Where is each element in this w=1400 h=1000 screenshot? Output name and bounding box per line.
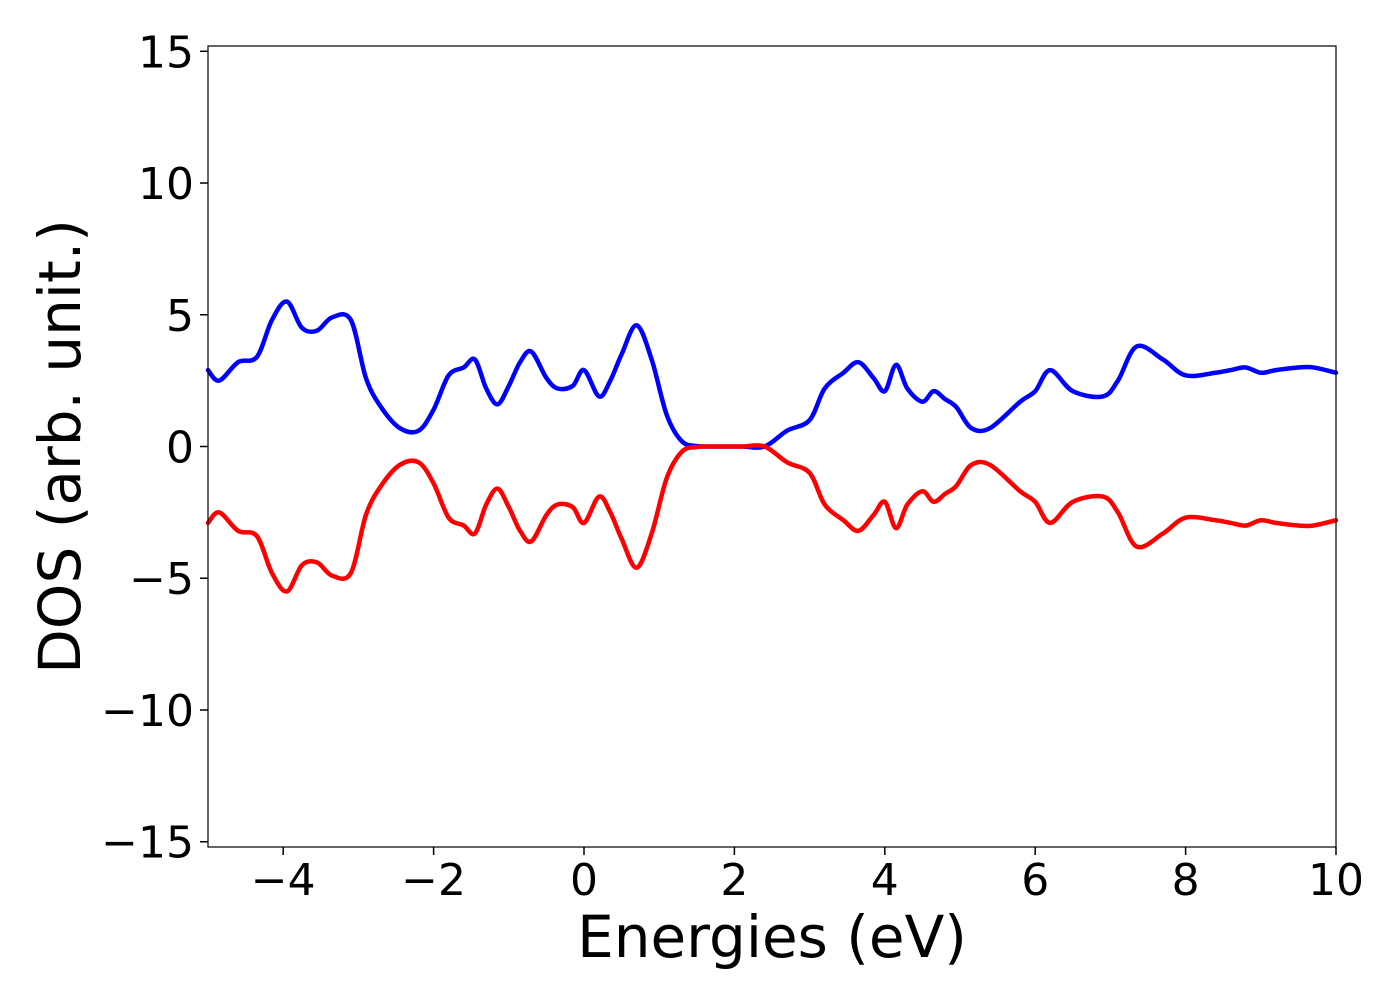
x-axis-label: Energies (eV)	[577, 903, 967, 971]
dos-series-2-line	[205, 443, 1339, 594]
x-tick-label: 4	[871, 855, 899, 906]
y-tick-label: 5	[166, 291, 194, 342]
plot-frame	[207, 45, 1337, 848]
x-axis: −4 −2 0 2 4 6 8 10	[251, 847, 1364, 906]
y-tick-label: 10	[138, 159, 194, 210]
y-tick-label: −5	[129, 554, 194, 605]
y-axis: 15 10 5 0 −5 −10 −15	[101, 27, 208, 869]
series-layer	[205, 299, 1339, 594]
y-tick-label: 0	[166, 423, 194, 474]
y-axis-label: DOS (arb. unit.)	[26, 219, 94, 674]
x-tick-label: −2	[401, 855, 466, 906]
x-tick-label: 6	[1021, 855, 1049, 906]
x-tick-label: 2	[720, 855, 748, 906]
x-tick-label: 10	[1308, 855, 1364, 906]
x-tick-label: 8	[1172, 855, 1200, 906]
y-tick-label: 15	[138, 27, 194, 78]
x-tick-label: −4	[251, 855, 316, 906]
x-tick-label: 0	[570, 855, 598, 906]
y-tick-label: −10	[101, 686, 194, 737]
dos-series-1-line	[205, 299, 1339, 450]
y-tick-label: −15	[101, 818, 194, 869]
